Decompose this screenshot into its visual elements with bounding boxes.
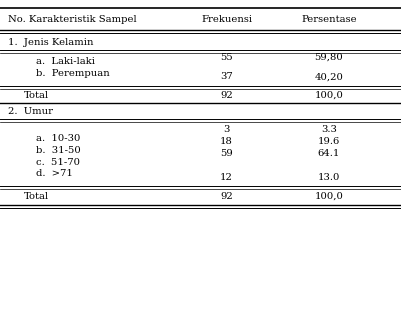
Text: 59,80: 59,80 xyxy=(314,53,343,62)
Text: b.  31-50: b. 31-50 xyxy=(36,146,81,155)
Text: d.  >71: d. >71 xyxy=(36,169,73,178)
Text: 59: 59 xyxy=(220,149,233,158)
Text: Total: Total xyxy=(24,91,49,100)
Text: a.  Laki-laki: a. Laki-laki xyxy=(36,57,95,66)
Text: b.  Perempuan: b. Perempuan xyxy=(36,69,110,78)
Text: Total: Total xyxy=(24,192,49,201)
Text: c.  51-70: c. 51-70 xyxy=(36,158,80,167)
Text: a.  10-30: a. 10-30 xyxy=(36,134,81,142)
Text: 100,0: 100,0 xyxy=(314,91,343,100)
Text: 64.1: 64.1 xyxy=(318,149,340,158)
Text: 13.0: 13.0 xyxy=(318,173,340,182)
Text: 3: 3 xyxy=(223,125,230,134)
Text: 37: 37 xyxy=(220,73,233,81)
Text: 19.6: 19.6 xyxy=(318,137,340,146)
Text: Frekuensi: Frekuensi xyxy=(201,15,252,24)
Text: 1.  Jenis Kelamin: 1. Jenis Kelamin xyxy=(8,38,93,47)
Text: 12: 12 xyxy=(220,173,233,182)
Text: 100,0: 100,0 xyxy=(314,192,343,201)
Text: 2.  Umur: 2. Umur xyxy=(8,107,53,116)
Text: 92: 92 xyxy=(220,91,233,100)
Text: 18: 18 xyxy=(220,137,233,146)
Text: Persentase: Persentase xyxy=(301,15,356,24)
Text: 3.3: 3.3 xyxy=(321,125,337,134)
Text: 92: 92 xyxy=(220,192,233,201)
Text: 40,20: 40,20 xyxy=(314,73,343,81)
Text: No. Karakteristik Sampel: No. Karakteristik Sampel xyxy=(8,15,137,24)
Text: 55: 55 xyxy=(220,53,233,62)
